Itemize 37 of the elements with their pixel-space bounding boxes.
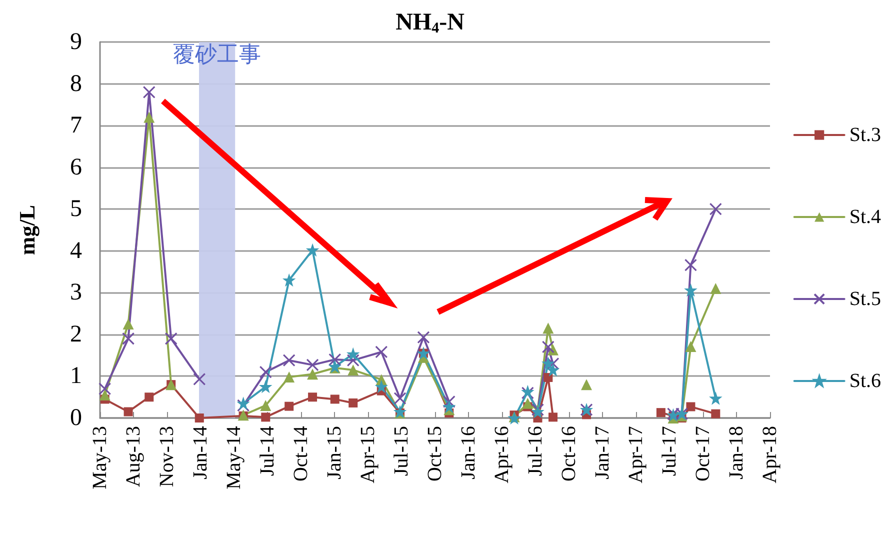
x-tick-label: Jan-18 (726, 426, 748, 480)
legend-label: St.3 (849, 124, 882, 146)
x-tick-label: Oct-16 (558, 426, 580, 482)
y-tick-label: 7 (70, 112, 82, 139)
y-tick-label: 5 (70, 196, 82, 222)
x-tick-label: Aug-13 (122, 426, 144, 488)
x-tick-label: May-13 (89, 426, 111, 490)
legend-label: St.5 (849, 288, 882, 310)
x-tick-label: Jul-15 (390, 426, 412, 476)
x-tick-label: Jul-14 (256, 426, 278, 476)
x-tick-label: Apr-17 (625, 426, 647, 484)
y-tick-label: 6 (70, 154, 82, 180)
x-tick-label: Apr-16 (491, 426, 513, 484)
x-tick-label: Oct-15 (424, 426, 446, 482)
y-tick-label: 2 (70, 321, 82, 348)
x-tick-label: Jan-16 (458, 426, 480, 480)
x-tick-label: Oct-14 (290, 426, 312, 482)
legend-label: St.4 (849, 206, 882, 228)
x-tick-label: Jan-17 (592, 426, 614, 480)
x-tick-label: Apr-15 (357, 426, 379, 484)
y-tick-label: 4 (70, 238, 82, 264)
x-tick-label: Jan-15 (324, 426, 346, 480)
y-tick-label: 1 (70, 363, 82, 390)
x-tick-label: Oct-17 (692, 426, 714, 482)
band-label: 覆砂工事 (173, 42, 262, 68)
x-tick-label: Jul-17 (658, 426, 680, 476)
x-tick-label: May-14 (223, 426, 245, 490)
y-tick-label: 0 (70, 405, 82, 431)
y-tick-label: 9 (70, 29, 82, 55)
x-tick-label: Jan-14 (190, 426, 212, 480)
x-tick-label: Jul-16 (524, 426, 546, 476)
y-tick-label: 3 (70, 280, 82, 306)
y-tick-label: 8 (70, 70, 82, 97)
x-tick-label: Apr-18 (759, 426, 781, 484)
y-axis-title: mg/L (14, 204, 40, 256)
legend-label: St.6 (849, 370, 882, 392)
x-tick-label: Nov-13 (156, 426, 178, 488)
